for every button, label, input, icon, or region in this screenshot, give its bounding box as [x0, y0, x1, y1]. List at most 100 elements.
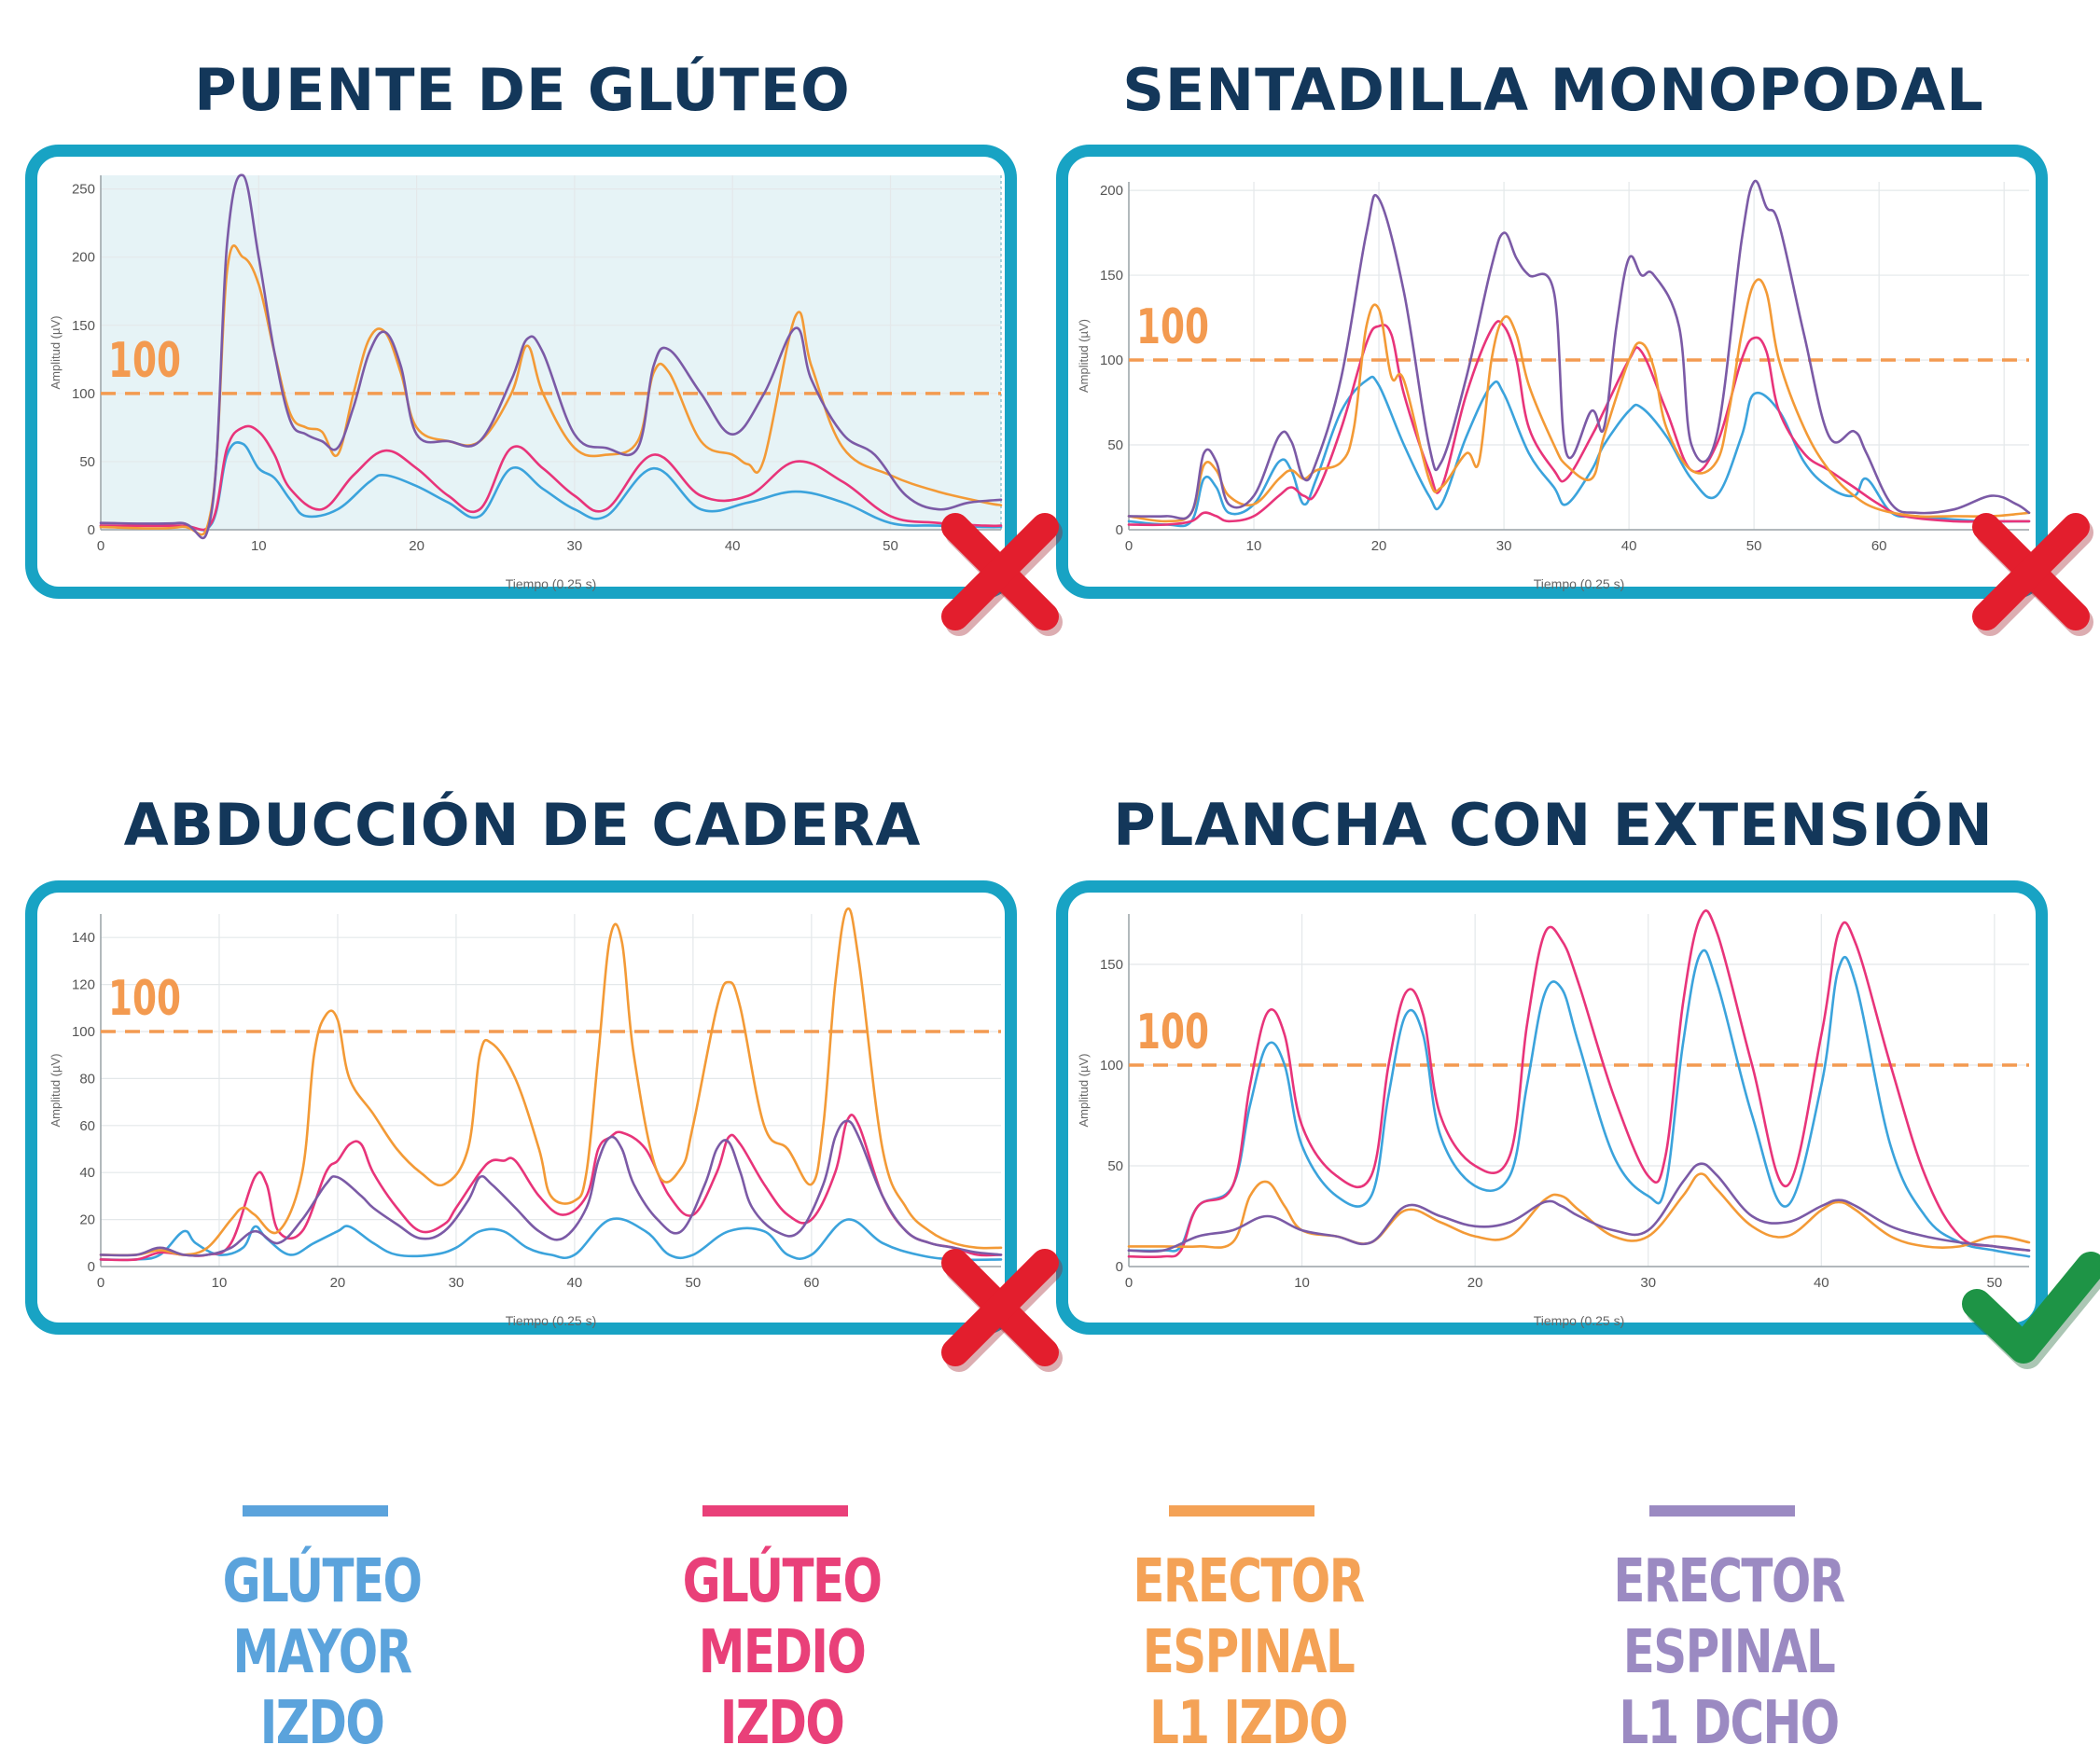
reference-label: 100 [108, 971, 181, 1027]
series-line-1 [99, 1114, 1003, 1262]
y-tick-label: 120 [72, 977, 95, 993]
x-axis-title: Tiempo (0.25 s) [1534, 1313, 1625, 1328]
x-tick-label: 40 [725, 538, 741, 554]
legend-label: GLÚTEO MAYOR IZDO [191, 1546, 453, 1759]
y-tick-label: 0 [1116, 1259, 1123, 1275]
x-tick-label: 30 [449, 1275, 465, 1291]
chart-0: 0 10 20 30 40 50 0 50 100 150 200 250 Tiempo (0.25 s… [49, 173, 1063, 636]
series-line-3 [1127, 179, 2031, 520]
series-line-0 [99, 1217, 1003, 1262]
chart-frame-sentadilla [1056, 145, 2048, 599]
x-tick-label: 30 [1640, 1275, 1656, 1291]
x-tick-label: 40 [1621, 538, 1637, 554]
legend-line1: ERECTOR ESPINAL [1133, 1547, 1365, 1687]
check-icon [1962, 1252, 2100, 1364]
x-tick-label: 30 [567, 538, 583, 554]
y-tick-label: 100 [1100, 1058, 1123, 1073]
x-tick-label: 40 [567, 1275, 583, 1291]
x-tick-label: 10 [1246, 538, 1262, 554]
y-tick-label: 250 [72, 182, 95, 198]
x-tick-label: 20 [409, 538, 424, 554]
series-line-0 [1127, 949, 2031, 1258]
chart-title-plancha: PLANCHA CON EXTENSIÓN [1113, 791, 1994, 859]
y-tick-label: 50 [1107, 437, 1123, 453]
series-line-2 [99, 244, 1003, 536]
legend-label: ERECTOR ESPINAL L1 IZDO [1088, 1546, 1408, 1759]
x-tick-label: 50 [686, 1275, 702, 1291]
y-tick-label: 100 [72, 1024, 95, 1040]
x-tick-label: 0 [97, 1275, 104, 1291]
y-axis-title: Amplitud (µV) [1077, 1053, 1091, 1127]
y-axis-title: Amplitud (µV) [1077, 319, 1091, 393]
legend-line1: GLÚTEO MEDIO [682, 1547, 883, 1687]
x-tick-label: 40 [1814, 1275, 1829, 1291]
legend-label: GLÚTEO MEDIO IZDO [651, 1546, 913, 1759]
series-line-2 [1127, 1172, 2031, 1250]
chart-2: 0 10 20 30 40 50 60 0 20 40 60 80 100 120 140 Tiempo (0… [49, 907, 1063, 1372]
legend-line2: IZDO [719, 1689, 845, 1758]
y-tick-label: 100 [1100, 353, 1123, 368]
y-tick-label: 20 [79, 1212, 95, 1228]
x-axis-title: Tiempo (0.25 s) [1534, 576, 1625, 591]
legend-line1: ERECTOR ESPINAL [1613, 1547, 1845, 1687]
chart-title-sentadilla: SENTADILLA MONOPODAL [1122, 56, 1984, 124]
y-tick-label: 60 [79, 1118, 95, 1134]
x-tick-label: 0 [1125, 538, 1133, 554]
series-line-2 [99, 907, 1003, 1257]
legend-swatch [702, 1505, 848, 1517]
legend-label: ERECTOR ESPINAL L1 DCHO [1568, 1546, 1888, 1759]
y-tick-label: 0 [1116, 522, 1123, 538]
legend-swatch [1649, 1505, 1795, 1517]
chart-title-puente: PUENTE DE GLÚTEO [194, 56, 851, 124]
legend-swatch [1169, 1505, 1314, 1517]
series-line-1 [99, 424, 1003, 532]
legend-swatch [243, 1505, 388, 1517]
x-tick-label: 30 [1496, 538, 1512, 554]
series-line-2 [1127, 278, 2031, 523]
cross-icon [941, 513, 1059, 630]
x-tick-label: 20 [1467, 1275, 1483, 1291]
y-tick-label: 150 [1100, 957, 1123, 973]
x-tick-label: 50 [1987, 1275, 2003, 1291]
reference-label: 100 [1136, 299, 1209, 355]
y-tick-label: 140 [72, 930, 95, 946]
legend-line2: IZDO [259, 1689, 385, 1758]
series-line-1 [1127, 320, 2031, 527]
x-axis-title: Tiempo (0.25 s) [506, 1313, 597, 1328]
reference-label: 100 [108, 333, 181, 389]
x-tick-label: 0 [97, 538, 104, 554]
x-tick-label: 20 [1371, 538, 1387, 554]
y-tick-label: 150 [1100, 268, 1123, 284]
y-tick-label: 200 [72, 250, 95, 266]
x-axis-title: Tiempo (0.25 s) [506, 576, 597, 591]
series-line-0 [1127, 375, 2031, 528]
y-tick-label: 50 [1107, 1158, 1123, 1174]
y-tick-label: 40 [79, 1165, 95, 1181]
series-line-3 [99, 1119, 1003, 1257]
y-tick-label: 0 [88, 1259, 95, 1275]
legend-line2: L1 IZDO [1149, 1689, 1348, 1758]
y-tick-label: 150 [72, 318, 95, 334]
legend-line2: L1 DCHO [1619, 1689, 1840, 1758]
reference-label: 100 [1136, 1004, 1209, 1060]
chart-title-abduccion: ABDUCCIÓN DE CADERA [123, 791, 922, 859]
y-tick-label: 50 [79, 454, 95, 470]
series-line-0 [99, 441, 1003, 532]
x-tick-label: 50 [883, 538, 898, 554]
chart-3: 0 10 20 30 40 50 0 50 100 150 Tiempo (0.25 s) Ampli… [1077, 909, 2100, 1369]
x-tick-label: 0 [1125, 1275, 1133, 1291]
x-tick-label: 10 [212, 1275, 228, 1291]
x-tick-label: 50 [1746, 538, 1762, 554]
x-tick-label: 60 [1871, 538, 1887, 554]
plot-background [101, 175, 1001, 530]
series-line-3 [99, 173, 1003, 540]
x-tick-label: 10 [251, 538, 267, 554]
series-line-3 [1127, 1162, 2031, 1253]
series-line-1 [1127, 909, 2031, 1259]
y-tick-label: 0 [88, 522, 95, 538]
y-tick-label: 80 [79, 1071, 95, 1087]
chart-frame-abduccion [25, 880, 1017, 1335]
chart-1: 010203040506070050100150200Tiempo (0.25 … [1077, 179, 2093, 636]
x-tick-label: 10 [1294, 1275, 1310, 1291]
